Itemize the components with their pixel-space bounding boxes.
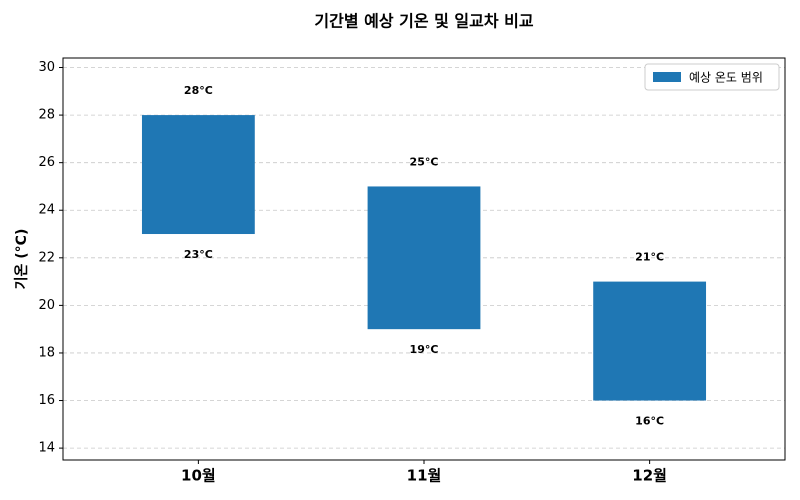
high-label: 21°C [635,251,664,264]
x-tick-label: 10월 [181,467,216,485]
low-label: 23°C [184,248,213,261]
y-tick-label: 16 [38,393,55,408]
legend-box [644,63,780,91]
y-tick-label: 30 [38,60,55,75]
range-bar [141,115,255,235]
high-label: 25°C [410,155,439,168]
range-bar [593,281,707,401]
y-tick-label: 20 [38,298,55,313]
x-tick-label: 11월 [407,467,442,485]
range-bar [367,186,481,330]
y-tick-label: 18 [38,345,55,360]
y-tick-label: 22 [38,250,55,265]
legend-label: 예상 온도 범위 [689,71,763,85]
y-axis-label: 기온 (°C) [14,229,30,290]
chart-title: 기간별 예상 기온 및 일교차 비교 [314,12,533,31]
y-tick-label: 26 [38,155,55,170]
low-label: 19°C [410,343,439,356]
y-tick-label: 24 [38,203,55,218]
y-tick-label: 28 [38,108,55,123]
legend-swatch [653,72,681,82]
high-label: 28°C [184,84,213,97]
y-tick-label: 14 [38,441,55,456]
plot-frame [62,57,786,461]
x-tick-label: 12월 [632,467,667,485]
low-label: 16°C [635,415,664,428]
